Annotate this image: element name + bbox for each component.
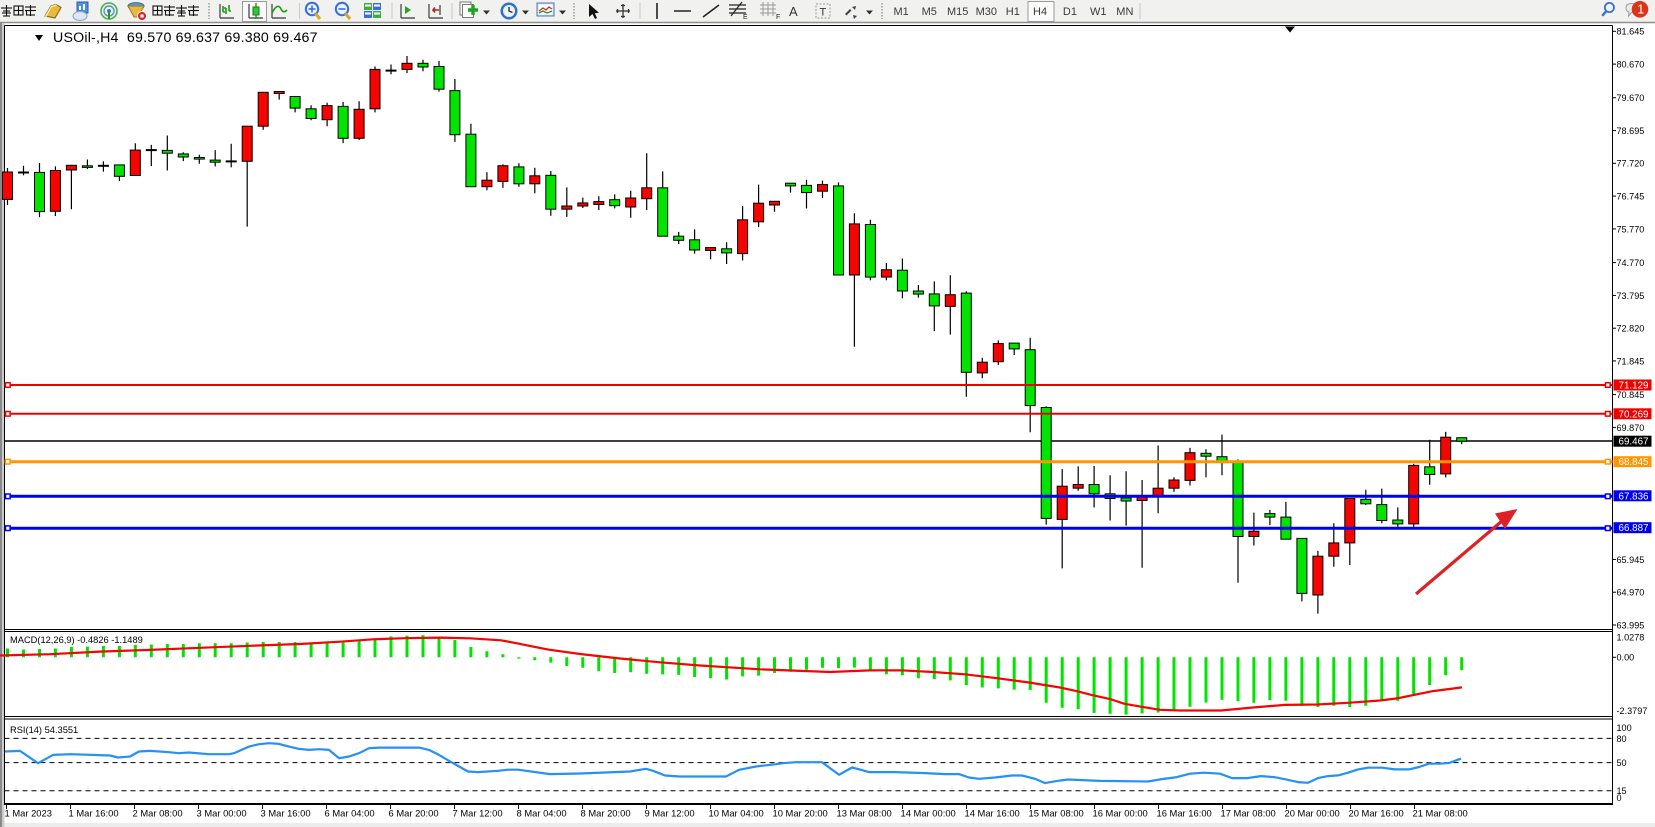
svg-text:50: 50 (1617, 758, 1627, 768)
svg-text:H1: H1 (1006, 6, 1020, 18)
svg-text:D1: D1 (1063, 6, 1077, 18)
svg-text:M5: M5 (922, 6, 937, 18)
svg-text:65.945: 65.945 (1617, 555, 1645, 565)
svg-text:75.770: 75.770 (1617, 224, 1645, 234)
svg-text:74.770: 74.770 (1617, 258, 1645, 268)
svg-text:79.670: 79.670 (1617, 93, 1645, 103)
svg-text:81.645: 81.645 (1617, 27, 1645, 37)
svg-text:T: T (820, 7, 827, 19)
svg-text:20 Mar 16:00: 20 Mar 16:00 (1349, 808, 1404, 819)
svg-text:21 Mar 08:00: 21 Mar 08:00 (1413, 808, 1468, 819)
svg-text:0.00: 0.00 (1617, 653, 1635, 663)
svg-text:64.970: 64.970 (1617, 588, 1645, 598)
svg-text:0: 0 (1617, 793, 1622, 803)
svg-text:100: 100 (1617, 723, 1632, 733)
svg-text:15: 15 (1617, 786, 1627, 796)
svg-text:10 Mar 04:00: 10 Mar 04:00 (709, 808, 764, 819)
svg-text:M15: M15 (947, 6, 968, 18)
svg-text:2 Mar 08:00: 2 Mar 08:00 (133, 808, 183, 819)
svg-text:7 Mar 12:00: 7 Mar 12:00 (453, 808, 503, 819)
svg-text:-2.3797: -2.3797 (1617, 706, 1648, 716)
svg-text:69.467: 69.467 (1619, 437, 1649, 448)
svg-text:73.795: 73.795 (1617, 291, 1645, 301)
svg-text:3 Mar 00:00: 3 Mar 00:00 (197, 808, 247, 819)
svg-text:6 Mar 04:00: 6 Mar 04:00 (325, 808, 375, 819)
svg-text:1.0278: 1.0278 (1617, 632, 1645, 642)
svg-text:69.870: 69.870 (1617, 423, 1645, 433)
svg-text:76.745: 76.745 (1617, 192, 1645, 202)
svg-text:E: E (743, 14, 748, 21)
svg-text:M30: M30 (976, 6, 997, 18)
svg-text:10 Mar 20:00: 10 Mar 20:00 (773, 808, 828, 819)
svg-text:F: F (776, 14, 780, 21)
svg-text:67.836: 67.836 (1619, 491, 1650, 502)
svg-text:16 Mar 00:00: 16 Mar 00:00 (1093, 808, 1148, 819)
svg-text:MN: MN (1116, 6, 1133, 18)
svg-text:80.670: 80.670 (1617, 60, 1645, 70)
svg-text:MACD(12,26,9) -0.4826 -1.1489: MACD(12,26,9) -0.4826 -1.1489 (10, 635, 143, 645)
svg-text:13 Mar 08:00: 13 Mar 08:00 (837, 808, 892, 819)
svg-text:70.845: 70.845 (1617, 390, 1645, 400)
svg-text:78.695: 78.695 (1617, 126, 1645, 136)
svg-text:66.887: 66.887 (1619, 523, 1649, 534)
svg-text:9 Mar 12:00: 9 Mar 12:00 (645, 808, 695, 819)
svg-text:H4: H4 (1033, 6, 1047, 18)
svg-text:14 Mar 16:00: 14 Mar 16:00 (965, 808, 1020, 819)
svg-text:71.129: 71.129 (1619, 381, 1649, 392)
svg-text:71.845: 71.845 (1617, 356, 1645, 366)
svg-text:8 Mar 04:00: 8 Mar 04:00 (517, 808, 567, 819)
svg-text:3 Mar 16:00: 3 Mar 16:00 (261, 808, 311, 819)
svg-text:16 Mar 16:00: 16 Mar 16:00 (1157, 808, 1212, 819)
svg-text:77.720: 77.720 (1617, 159, 1645, 169)
svg-text:70.269: 70.269 (1619, 409, 1649, 420)
svg-text:14 Mar 00:00: 14 Mar 00:00 (901, 808, 956, 819)
svg-text:W1: W1 (1090, 6, 1107, 18)
svg-text:1 Mar 2023: 1 Mar 2023 (5, 808, 52, 819)
svg-text:8 Mar 20:00: 8 Mar 20:00 (581, 808, 631, 819)
svg-text:72.820: 72.820 (1617, 324, 1645, 334)
svg-text:USOil-,H4 69.570 69.637 69.38: USOil-,H4 69.570 69.637 69.380 69.467 (53, 30, 318, 46)
svg-text:80: 80 (1617, 734, 1627, 744)
svg-text:17 Mar 08:00: 17 Mar 08:00 (1221, 808, 1276, 819)
svg-text:68.845: 68.845 (1619, 457, 1650, 468)
svg-text:6 Mar 20:00: 6 Mar 20:00 (389, 808, 439, 819)
svg-text:M1: M1 (894, 6, 909, 18)
svg-text:RSI(14) 54.3551: RSI(14) 54.3551 (10, 725, 78, 735)
svg-text:1: 1 (1637, 3, 1644, 17)
svg-text:A: A (789, 4, 798, 19)
svg-text:63.995: 63.995 (1617, 620, 1645, 630)
svg-text:1 Mar 16:00: 1 Mar 16:00 (69, 808, 119, 819)
svg-text:15 Mar 08:00: 15 Mar 08:00 (1029, 808, 1084, 819)
svg-text:20 Mar 00:00: 20 Mar 00:00 (1285, 808, 1340, 819)
